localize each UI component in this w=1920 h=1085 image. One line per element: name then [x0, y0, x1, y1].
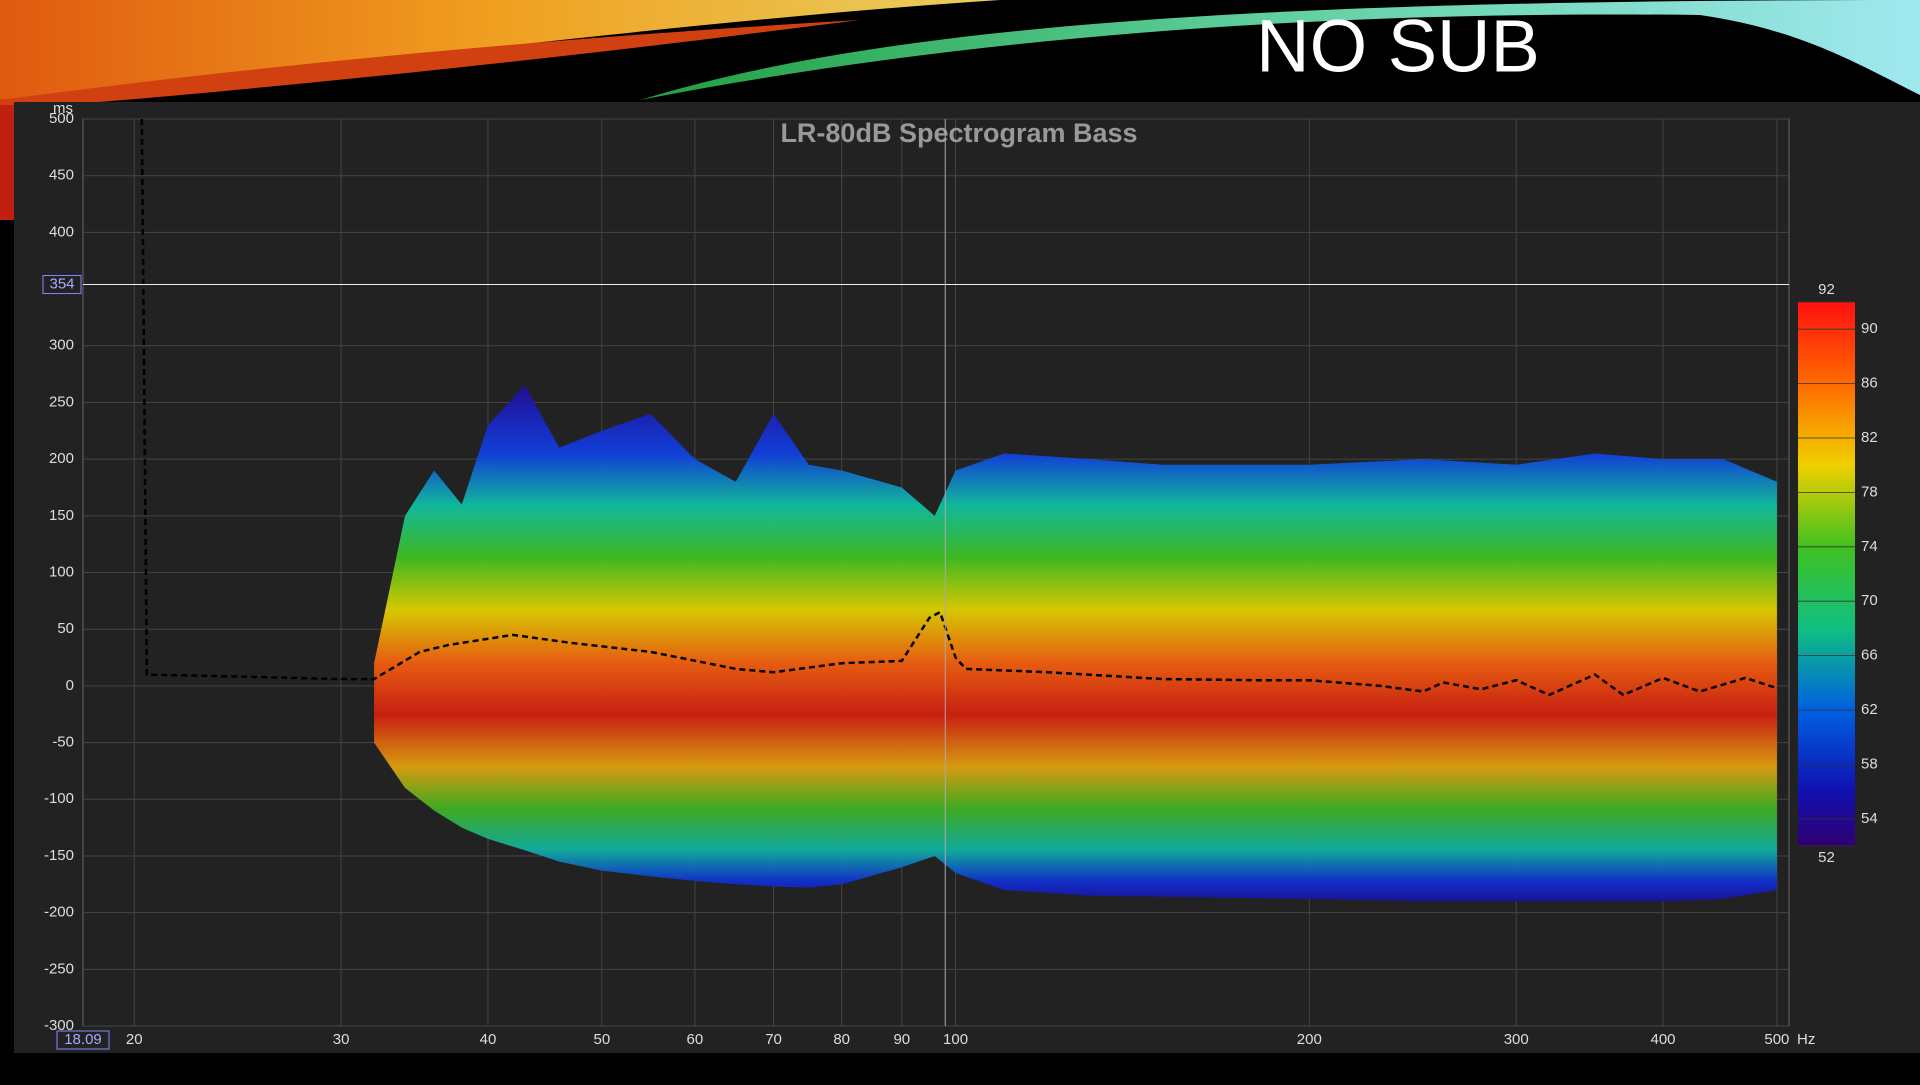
y-tick-label: 200 — [49, 450, 74, 467]
banner-swoosh — [0, 20, 860, 110]
x-tick-label: 200 — [1297, 1031, 1322, 1048]
y-tick-label: -250 — [44, 960, 74, 977]
colorbar-label: 74 — [1861, 538, 1878, 555]
y-tick-label: -200 — [44, 904, 74, 921]
y-tick-label: 500 — [49, 110, 74, 127]
x-tick-label: 100 — [943, 1031, 968, 1048]
x-tick-label: 400 — [1651, 1031, 1676, 1048]
colorbar-label: 62 — [1861, 701, 1878, 718]
y-tick-label: 400 — [49, 223, 74, 240]
x-tick-label: 80 — [833, 1031, 850, 1048]
y-tick-label: 250 — [49, 393, 74, 410]
colorbar-label: 90 — [1861, 320, 1878, 337]
y-tick-label: 100 — [49, 563, 74, 580]
colorbar-label: 52 — [1818, 849, 1835, 866]
y-tick-label: 50 — [57, 620, 74, 637]
y-tick-label: -100 — [44, 790, 74, 807]
cursor-y-label: 354 — [49, 275, 74, 292]
y-tick-label: -300 — [44, 1017, 74, 1034]
x-tick-label: 50 — [593, 1031, 610, 1048]
colorbar-label: 92 — [1818, 281, 1835, 298]
cursor-box — [56, 1030, 110, 1050]
colorbar-label: 58 — [1861, 755, 1878, 772]
y-tick-label: 150 — [49, 507, 74, 524]
y-unit: ms — [53, 100, 73, 117]
x-tick-label: 30 — [333, 1031, 350, 1048]
colorbar — [1798, 302, 1855, 846]
banner-edge — [0, 105, 14, 220]
colorbar-label: 78 — [1861, 483, 1878, 500]
banner-swoosh — [640, 0, 1920, 100]
y-tick-label: 0 — [66, 677, 74, 694]
x-tick-label: 500 — [1764, 1031, 1789, 1048]
y-tick-label: -150 — [44, 847, 74, 864]
colorbar-label: 66 — [1861, 647, 1878, 664]
chart-title: LR-80dB Spectrogram Bass — [780, 118, 1137, 148]
colorbar-label: 86 — [1861, 375, 1878, 392]
cursor-x-label: 18.09 — [64, 1031, 102, 1048]
y-tick-label: -50 — [52, 734, 74, 751]
cursor-box — [42, 275, 82, 295]
colorbar-label: 54 — [1861, 810, 1878, 827]
x-tick-label: 70 — [765, 1031, 782, 1048]
chart: -300 -250 -200 -150 -100 -50 0 50 100 150 200 250 30… — [42, 100, 1878, 1050]
x-tick-label: 20 — [126, 1031, 143, 1048]
y-tick-label: 300 — [49, 337, 74, 354]
x-tick-label: 40 — [480, 1031, 497, 1048]
y-tick-label: 450 — [49, 167, 74, 184]
decay-line — [140, 118, 1778, 697]
x-tick-label: 300 — [1504, 1031, 1529, 1048]
colorbar-label: 70 — [1861, 592, 1878, 609]
x-tick-label: 90 — [893, 1031, 910, 1048]
colorbar-label: 82 — [1861, 429, 1878, 446]
slide-title: NO SUB — [1256, 5, 1540, 88]
spectrogram-area — [374, 385, 1777, 902]
banner-swoosh — [0, 0, 1000, 100]
x-unit: Hz — [1797, 1031, 1815, 1048]
x-tick-label: 60 — [687, 1031, 704, 1048]
